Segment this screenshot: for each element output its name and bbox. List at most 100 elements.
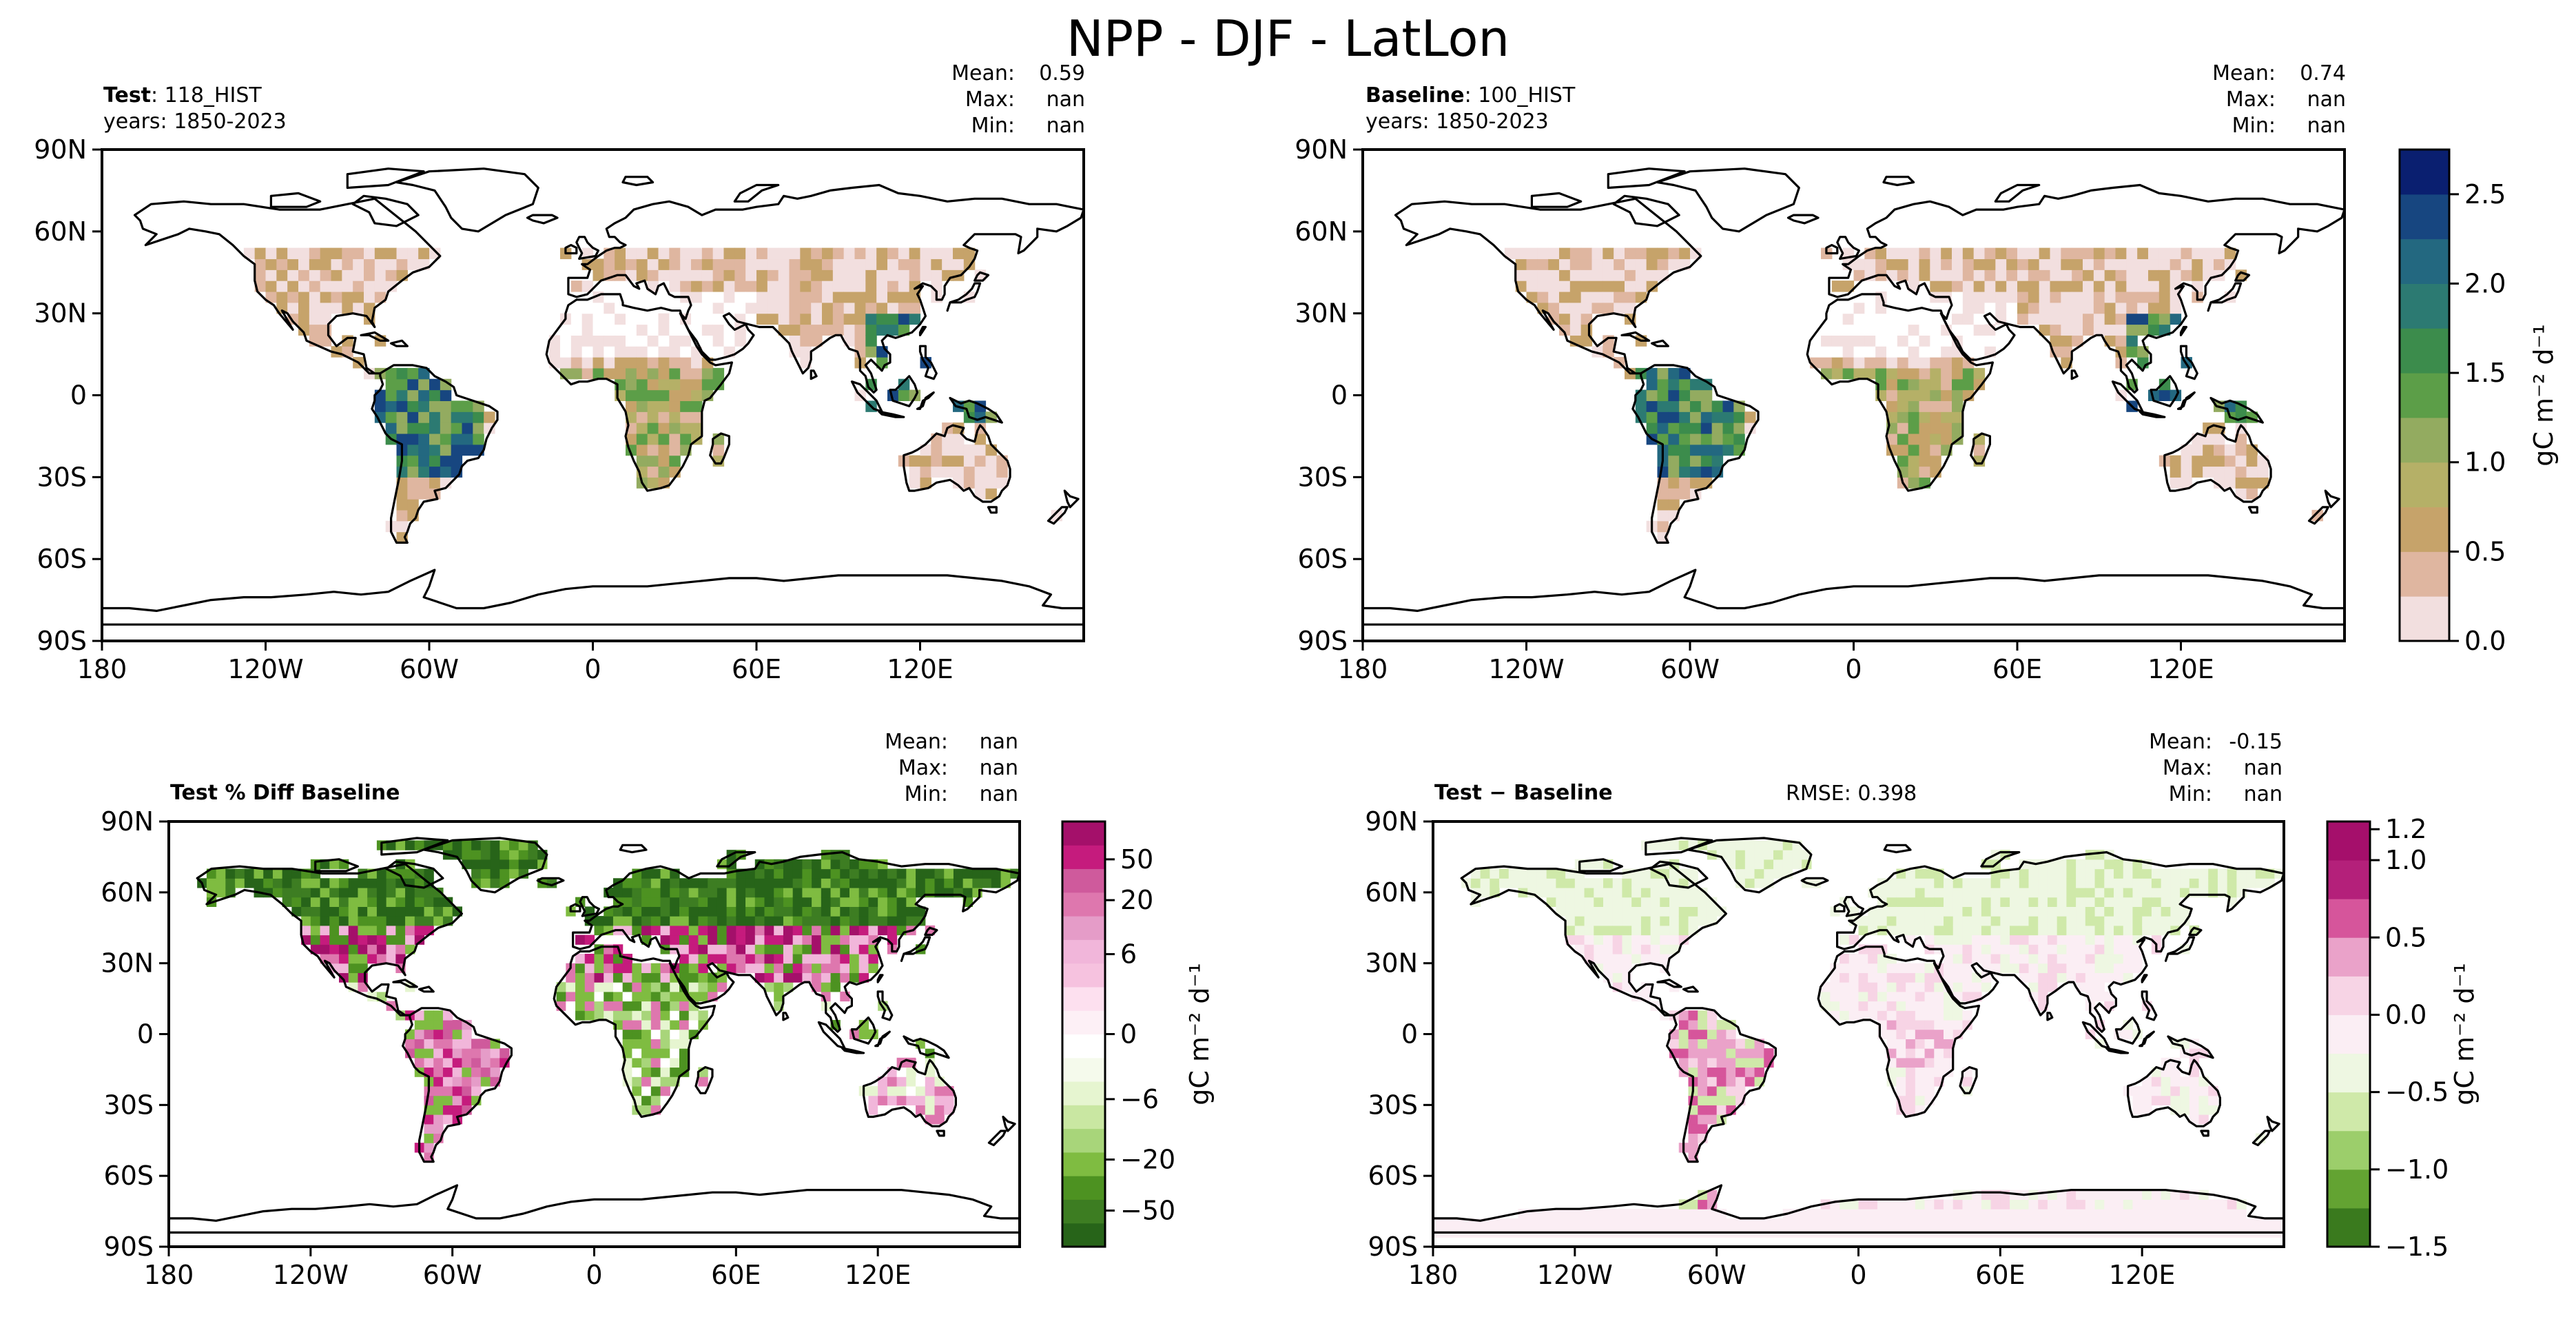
colorbar-swatch [1062,892,1105,917]
figure-title: NPP - DJF - LatLon [1066,10,1510,68]
y-tick-label: 60S [1368,1161,1418,1191]
y-tick-label: 0 [1401,1019,1418,1050]
panel-baseline-years: years: 1850-2023 [1366,110,1549,134]
colorbar-diff: 1.21.0 0.5 0.0 −0.5 −1.0 −1.5 gC m⁻² d⁻¹ [2326,814,2480,1262]
coastline-borneo [2150,375,2180,407]
colorbar-swatch [2400,373,2449,418]
x-tick-label: 60E [1992,654,2042,684]
coastline-sulawesi [2176,391,2196,410]
coastline-sulawesi [2139,1030,2155,1048]
colorbar-tick-label: 20 [1120,885,1153,915]
y-tick-label: 90S [37,626,87,656]
data-field-baseline [1363,167,2345,626]
panel-pctdiff-stats: Mean: nan Max: nan Min: nan [885,730,1018,806]
coastline-hispaniola [418,986,435,993]
x-tick-label: 180 [77,654,127,684]
colorbar-tick-label: 0.5 [2385,922,2426,952]
colorbar-main: 0.0 0.5 1.0 1.5 2.0 2.5 gC m⁻² d⁻¹ [2398,148,2559,656]
colorbar-swatch [1062,963,1105,988]
colorbar-swatch [2400,238,2449,284]
coastline-nz-south [2307,506,2329,525]
coastline-africa [553,946,717,1119]
x-tick-label: 120E [887,654,954,684]
colorbar-swatch [2400,150,2449,195]
panel-diff-stats: Mean: -0.15 Max: nan Min: nan [2149,730,2283,806]
colorbar-swatch [1062,1152,1105,1176]
colorbar-swatch [1062,845,1105,870]
coastline-svalbard [1882,176,1915,187]
coastline-taiwan [876,974,884,983]
colorbar-tick-label: −1.0 [2385,1154,2449,1185]
coastline-hokkaido [2234,271,2251,282]
coastline-madagascar [1959,1065,1978,1094]
colorbar-tick-label: 0.0 [2464,626,2506,656]
colorbar-tick-label: 0.5 [2464,536,2506,566]
colorbar-tick-label: −6 [1120,1084,1159,1114]
colorbar-label: gC m⁻² d⁻¹ [2528,324,2559,467]
x-tick-label: 60W [400,654,459,684]
coastline-borneo [2114,1016,2141,1045]
colorbar-swatch [2400,596,2449,642]
colorbar-swatch [2327,1053,2370,1093]
coastline-japan [946,282,982,312]
coastline-japan [2207,282,2243,312]
coastline-nz-north [1002,1115,1016,1132]
x-tick-label: 60E [1975,1260,2025,1290]
panel-diff-title: Test − Baseline [1434,781,1613,805]
coastline-svalbard [621,176,655,187]
coastline-tasmania [936,1130,945,1137]
y-tick-label: 60N [1365,877,1418,908]
coastline-ireland [569,903,581,912]
coastline-antarctica [1363,569,2345,626]
coastline-greenland [1687,837,1813,894]
map-panel-diff: 180 120W 60W 0 60E 120E 90N 60N 30N 0 30S 60S 90S [1365,806,2285,1290]
coastline-madagascar [709,432,730,465]
x-tick-label: 0 [584,654,601,684]
colorbar-frame [2326,820,2371,1248]
y-tick-label: 60N [101,877,154,908]
x-tick-label: 60E [711,1260,761,1290]
y-tick-label: 30N [1295,298,1348,329]
coastline-baffin [1612,194,1680,227]
colorbar-frame [2398,148,2451,642]
coastline-hokkaido [2188,926,2203,937]
colorbar-label: gC m⁻² d⁻¹ [1184,963,1215,1105]
coastline-britain [1843,896,1864,917]
coastline-nz-south [1047,506,1069,525]
coastline-eurasia [572,851,1020,1033]
panel-baseline-stats: Mean: 0.74 Max: nan Min: nan [2212,61,2346,138]
coastline-iceland [1800,877,1829,887]
colorbar-tick-label: 1.2 [2385,814,2426,844]
y-tick-label: 0 [1331,380,1348,411]
y-tick-label: 0 [70,380,87,411]
y-tick-label: 90N [1295,134,1348,165]
map-panel-baseline: 180 120W 60W 0 60E 120E 90N 60N 30N 0 30S 60S 90S [1295,134,2346,684]
y-tick-label: 60N [1295,216,1348,247]
coastline-nz-north [1063,489,1080,509]
colorbar-tick-label: −50 [1120,1196,1175,1226]
x-tick-label: 60W [423,1260,482,1290]
coastline-java [841,1047,865,1054]
x-tick-label: 120W [273,1260,349,1290]
colorbar-swatch [1062,916,1105,940]
colorbar-swatch [1062,1128,1105,1153]
colorbar-pct: 50 20 6 0 −6 −20 −50 gC m⁻² d⁻¹ [1061,820,1215,1248]
x-tick-label: 120E [845,1260,911,1290]
colorbar-tick-label: 50 [1120,844,1153,875]
coastline-iceland [526,214,559,225]
coastline-nz-south [987,1130,1007,1147]
coastline-britain [575,236,599,260]
coastline-hispaniola [390,339,409,347]
coastline-svalbard [1883,844,1912,854]
coastline-australia [2163,424,2272,503]
colorbar-tick-label: 0.0 [2385,999,2426,1030]
coastline-eurasia [567,183,1084,394]
data-field-diff [1433,837,2284,1238]
x-tick-label: 120W [227,654,303,684]
colorbar-label: gC m⁻² d⁻¹ [2449,963,2480,1105]
coastline-hokkaido [973,271,990,282]
panel-test-years: years: 1850-2023 [103,110,287,134]
colorbar-tick-label: 2.0 [2464,268,2506,298]
x-tick-label: 180 [1408,1260,1459,1290]
y-tick-label: 30N [1365,948,1418,979]
